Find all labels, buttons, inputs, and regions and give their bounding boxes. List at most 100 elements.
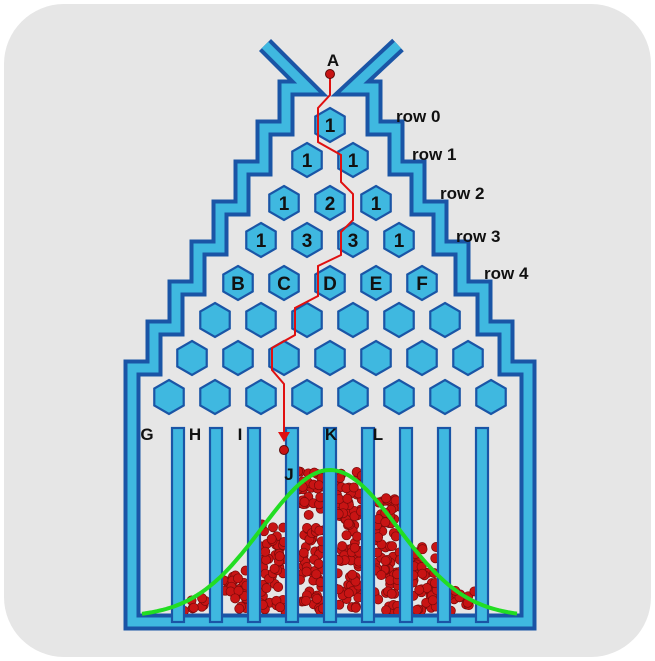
ball	[260, 546, 271, 557]
bin-divider	[284, 426, 300, 624]
ball	[314, 525, 325, 536]
ball	[269, 563, 280, 574]
ball	[268, 522, 278, 533]
left-wall	[127, 41, 319, 408]
arrow-down-icon	[278, 432, 290, 442]
peg-value: 1	[371, 194, 382, 215]
peg-value: 1	[302, 151, 313, 172]
peg-r7-5	[383, 378, 415, 416]
peg-r4-2	[314, 264, 346, 302]
peg-grid: 11 11 2 11 3 3 1B C D E F	[153, 106, 507, 416]
ball	[299, 497, 310, 507]
ball	[347, 569, 358, 580]
ball	[230, 593, 241, 604]
ball	[311, 593, 322, 604]
peg-r6-1	[222, 339, 254, 377]
bin-divider	[208, 426, 224, 624]
ball	[313, 558, 324, 569]
ball	[386, 588, 397, 599]
peg-value: 2	[325, 194, 336, 215]
peg-r2-0	[268, 184, 300, 222]
peg-r7-0	[153, 378, 185, 416]
row-label-1: row 1	[412, 145, 456, 164]
ball	[349, 511, 360, 522]
ball	[301, 566, 312, 577]
ball	[376, 570, 387, 581]
peg-value: 1	[279, 194, 290, 215]
peg-r2-1	[314, 184, 346, 222]
ball	[343, 588, 354, 599]
ball	[274, 551, 285, 562]
ball	[387, 541, 398, 552]
ball	[261, 583, 272, 594]
ball	[313, 480, 324, 491]
ball	[275, 602, 286, 613]
ball	[380, 555, 391, 566]
bin-divider	[398, 426, 414, 624]
ball	[234, 603, 245, 614]
ball	[233, 573, 243, 584]
ball	[417, 544, 428, 555]
ball	[337, 541, 348, 552]
ball	[348, 482, 359, 493]
ball	[381, 605, 392, 614]
peg-r5-3	[337, 301, 369, 339]
peg-r7-2	[245, 378, 277, 416]
peg-r6-2	[268, 339, 300, 377]
row-label-4: row 4	[484, 264, 529, 283]
ball	[352, 531, 363, 542]
ball	[188, 602, 199, 613]
peg-value: 1	[394, 231, 405, 252]
bin-divider	[246, 426, 262, 624]
bin-divider	[436, 426, 452, 624]
peg-r6-5	[406, 339, 438, 377]
ball-icon	[279, 445, 289, 455]
peg-r1-1	[337, 141, 369, 179]
bin-divider	[474, 426, 490, 624]
peg-r4-0	[222, 264, 254, 302]
bin-label-L: L	[373, 425, 383, 444]
right-wall	[340, 41, 533, 408]
ball	[311, 569, 322, 580]
ball	[341, 530, 352, 541]
bin-label-K: K	[325, 425, 338, 444]
ball	[350, 602, 361, 613]
peg-r3-0	[245, 221, 277, 259]
normal-curve	[141, 467, 518, 616]
ball-path	[271, 74, 354, 432]
bin-divider	[360, 426, 376, 624]
row-label-2: row 2	[440, 184, 484, 203]
peg-value: D	[323, 274, 337, 295]
ball	[414, 584, 425, 595]
bin-divider	[170, 426, 186, 624]
peg-r4-1	[268, 264, 300, 302]
ball	[301, 595, 311, 606]
peg-r4-4	[406, 264, 438, 302]
ball	[261, 554, 272, 565]
peg-r7-6	[429, 378, 461, 416]
peg-value: E	[370, 274, 383, 295]
ball	[298, 547, 309, 558]
peg-value: 1	[325, 116, 336, 137]
peg-r4-3	[360, 264, 392, 302]
peg-r5-2	[291, 301, 323, 339]
peg-value: 3	[302, 231, 313, 252]
peg-r5-4	[383, 301, 415, 339]
peg-value: B	[231, 274, 245, 295]
row-label-3: row 3	[456, 227, 500, 246]
ball	[411, 605, 422, 614]
ball-icon	[325, 69, 335, 79]
peg-r2-2	[360, 184, 392, 222]
peg-value: C	[277, 274, 291, 295]
bin-label-J: J	[284, 465, 293, 484]
bin-divider	[322, 426, 338, 624]
bin-label-I: I	[238, 425, 243, 444]
peg-value: F	[416, 274, 428, 295]
ball	[273, 582, 284, 592]
ball	[342, 493, 353, 504]
peg-value: 1	[348, 151, 359, 172]
ball	[343, 518, 354, 529]
peg-r5-1	[245, 301, 277, 339]
peg-value: 1	[256, 231, 267, 252]
